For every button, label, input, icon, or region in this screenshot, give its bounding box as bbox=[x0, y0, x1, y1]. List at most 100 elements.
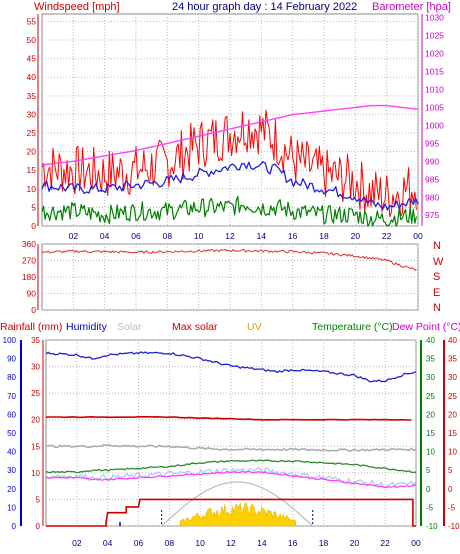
rain-y-tick-label: 5 bbox=[36, 495, 41, 504]
dewpoint-y-tick-label: 35 bbox=[448, 355, 457, 364]
temperature-series bbox=[45, 459, 417, 474]
climate-x-tick-label: 04 bbox=[103, 538, 113, 548]
rain-y-tick-label: 25 bbox=[31, 389, 40, 398]
wind-x-tick-label: 16 bbox=[288, 231, 298, 241]
climate-x-tick-label: 06 bbox=[134, 538, 144, 548]
wind-y-tick-label: 5 bbox=[31, 202, 36, 212]
max-solar-curve bbox=[161, 481, 314, 527]
compass-label-s: S bbox=[433, 271, 440, 283]
humidity-series bbox=[45, 351, 417, 383]
wind-y-tick-label: 20 bbox=[27, 147, 37, 157]
climate-x-tick-label: 20 bbox=[350, 538, 360, 548]
rain-y-tick-label: 30 bbox=[31, 363, 40, 372]
barometer-y-tick-label: 1010 bbox=[425, 84, 444, 94]
compass-label-e: E bbox=[433, 287, 440, 299]
dewpoint-y-tick-label: 5 bbox=[448, 466, 453, 475]
climate-x-tick-label: 18 bbox=[319, 538, 329, 548]
temp-y-tick-label: 40 bbox=[426, 336, 435, 345]
temp-y-tick-label: -5 bbox=[426, 503, 434, 512]
rain-y-tick-label: 35 bbox=[31, 336, 40, 345]
compass-label-w: W bbox=[433, 256, 444, 268]
wind-dir-y-tick-label: 90 bbox=[27, 289, 37, 299]
wind-low-series bbox=[41, 195, 417, 227]
humidity-y-tick-label: 90 bbox=[7, 355, 16, 364]
solar-area bbox=[179, 502, 297, 527]
climate-x-tick-label: 12 bbox=[226, 538, 236, 548]
humidity-y-tick-label: 50 bbox=[7, 429, 16, 438]
wind-dir-series bbox=[41, 248, 417, 271]
wind-x-tick-label: 22 bbox=[382, 231, 392, 241]
dewpoint-y-tick-label: -5 bbox=[448, 503, 456, 512]
wind-y-tick-label: 50 bbox=[27, 35, 37, 45]
wind-x-tick-label: 04 bbox=[100, 231, 110, 241]
windspeed-label: Windspeed [mph] bbox=[34, 1, 120, 13]
barometer-y-tick-label: 980 bbox=[425, 192, 439, 202]
temp-y-tick-label: 10 bbox=[426, 448, 435, 457]
humidity-y-tick-label: 40 bbox=[7, 448, 16, 457]
compass-label-n-top: N bbox=[433, 240, 441, 252]
wind-x-tick-label: 14 bbox=[257, 231, 267, 241]
humidity-y-tick-label: 0 bbox=[12, 522, 17, 531]
humidity-y-tick-label: 100 bbox=[3, 336, 17, 345]
wind-y-tick-label: 45 bbox=[27, 54, 37, 64]
rain-y-tick-label: 0 bbox=[36, 522, 41, 531]
climate-x-tick-label: 10 bbox=[195, 538, 205, 548]
temp-y-tick-label: 25 bbox=[426, 392, 435, 401]
wind-x-tick-label: 10 bbox=[194, 231, 204, 241]
barometer-label: Barometer [hpa] bbox=[372, 1, 451, 13]
graph-title: 24 hour graph day : 14 February 2022 bbox=[172, 1, 357, 13]
dewpoint-y-tick-label: 15 bbox=[448, 429, 457, 438]
barometer-y-tick-label: 995 bbox=[425, 138, 439, 148]
wind-y-tick-label: 15 bbox=[27, 165, 37, 175]
dewpoint-y-tick-label: 0 bbox=[448, 485, 453, 494]
wind-x-tick-label: 18 bbox=[319, 231, 329, 241]
solar-label: Solar bbox=[117, 321, 142, 333]
climate-x-tick-label: 00 bbox=[411, 538, 421, 548]
wind-y-tick-label: 40 bbox=[27, 72, 37, 82]
rainfall-label: Rainfall (mm) bbox=[0, 321, 62, 333]
barometer-y-tick-label: 975 bbox=[425, 210, 439, 220]
humidity-y-tick-label: 30 bbox=[7, 466, 16, 475]
wind-dir-y-tick-label: 270 bbox=[22, 256, 36, 266]
climate-x-tick-label: 02 bbox=[72, 538, 82, 548]
wind-avg-series bbox=[41, 161, 419, 211]
barometer-y-tick-label: 1015 bbox=[425, 66, 444, 76]
wind-x-tick-label: 20 bbox=[351, 231, 361, 241]
wind-dir-y-tick-label: 180 bbox=[22, 272, 36, 282]
compass-label-n-bottom: N bbox=[433, 302, 441, 314]
temp-y-tick-label: 20 bbox=[426, 410, 435, 419]
temp-y-tick-label: 30 bbox=[426, 373, 435, 382]
max-solar-series bbox=[45, 415, 412, 421]
wind-dir-y-tick-label: 360 bbox=[22, 239, 36, 249]
barometer-series bbox=[41, 104, 419, 166]
wind-dir-compass: N W S E N bbox=[433, 240, 444, 314]
wind-x-tick-label: 08 bbox=[163, 231, 173, 241]
temp-y-tick-label: 0 bbox=[426, 485, 431, 494]
humidity-y-tick-label: 70 bbox=[7, 392, 16, 401]
uv-label: UV bbox=[247, 321, 262, 333]
humidity-y-tick-label: 10 bbox=[7, 503, 16, 512]
climate-x-tick-label: 14 bbox=[257, 538, 267, 548]
barometer-y-tick-label: 985 bbox=[425, 174, 439, 184]
dewpoint-y-tick-label: -10 bbox=[448, 522, 460, 531]
dewpoint-y-tick-label: 25 bbox=[448, 392, 457, 401]
rain-y-tick-label: 15 bbox=[31, 442, 40, 451]
plot-area: 0510152025303540455055975980985990995100… bbox=[3, 13, 460, 548]
dewpoint-y-tick-label: 10 bbox=[448, 448, 457, 457]
dewpoint-y-tick-label: 20 bbox=[448, 410, 457, 419]
barometer-y-tick-label: 1025 bbox=[425, 31, 444, 41]
humidity-y-tick-label: 60 bbox=[7, 410, 16, 419]
wind-x-tick-label: 06 bbox=[131, 231, 141, 241]
humidity-label: Humidity bbox=[66, 321, 108, 333]
temperature-label: Temperature (°C) bbox=[312, 321, 393, 333]
solar-series bbox=[45, 443, 417, 452]
wind-dir-y-tick-label: 0 bbox=[31, 305, 36, 315]
humidity-y-tick-label: 20 bbox=[7, 485, 16, 494]
rain-y-tick-label: 10 bbox=[31, 469, 40, 478]
wind-x-tick-label: 02 bbox=[69, 231, 79, 241]
temp-y-tick-label: -10 bbox=[426, 522, 438, 531]
dewpoint-label: Dew Point (°C) bbox=[392, 321, 460, 333]
dewpoint-y-tick-label: 30 bbox=[448, 373, 457, 382]
rainfall-series bbox=[46, 498, 416, 527]
